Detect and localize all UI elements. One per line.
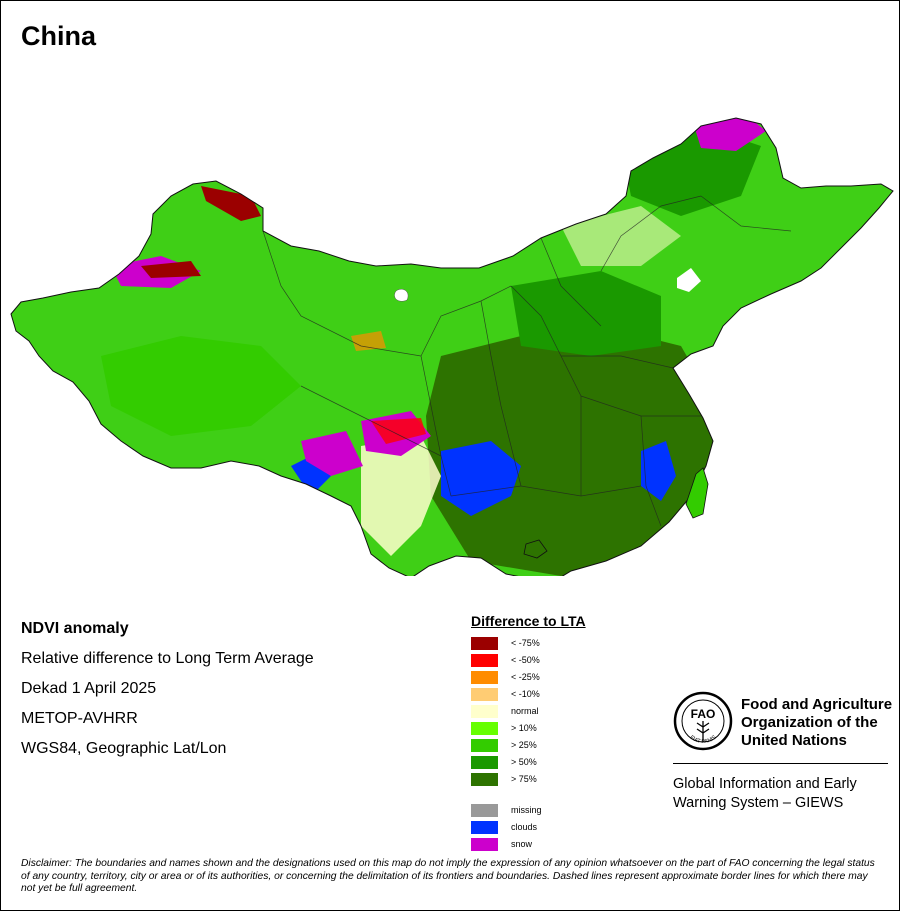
legend-label: > 25%	[511, 740, 537, 750]
legend-swatch	[471, 654, 498, 667]
legend-swatch	[471, 671, 498, 684]
disclaimer: Disclaimer: The boundaries and names sho…	[21, 858, 875, 894]
legend-swatch	[471, 722, 498, 735]
system-name-line: Warning System – GIEWS	[673, 795, 844, 811]
legend-label: > 75%	[511, 774, 537, 784]
legend-label: > 10%	[511, 723, 537, 733]
legend-label: clouds	[511, 822, 538, 832]
legend-swatch	[471, 821, 498, 834]
product-name: NDVI anomaly	[21, 620, 129, 637]
legend-title: Difference to LTA	[471, 613, 586, 629]
legend-item: clouds	[471, 819, 586, 836]
legend-item: > 10%	[471, 720, 586, 737]
organization-name-line: Organization of the	[741, 714, 878, 731]
legend-label: > 50%	[511, 757, 537, 767]
product-period: Dekad 1 April 2025	[21, 680, 157, 697]
legend-swatch	[471, 773, 498, 786]
legend-item: missing	[471, 802, 586, 819]
legend-item: normal	[471, 703, 586, 720]
legend-item: < -75%	[471, 635, 586, 652]
china-map	[10, 117, 894, 576]
legend-item: > 50%	[471, 754, 586, 771]
legend-swatch	[471, 804, 498, 817]
product-projection: WGS84, Geographic Lat/Lon	[21, 740, 227, 757]
product-sensor: METOP-AVHRR	[21, 710, 138, 727]
legend-classes: < -75% < -50% < -25% < -10% normal > 10%	[471, 635, 586, 788]
legend-swatch	[471, 739, 498, 752]
organization-name-line: Food and Agriculture	[741, 696, 893, 713]
legend-label: snow	[511, 839, 533, 849]
legend-item: < -25%	[471, 669, 586, 686]
map-info: NDVI anomaly Relative difference to Long…	[21, 619, 314, 769]
legend-label: < -25%	[511, 672, 540, 682]
legend-label: < -50%	[511, 655, 540, 665]
map-title: China	[21, 21, 97, 51]
system-name-line: Global Information and Early	[673, 776, 857, 792]
system-name: Global Information and Early Warning Sys…	[673, 775, 857, 813]
product-description: Relative difference to Long Term Average	[21, 650, 314, 667]
legend-swatch	[471, 688, 498, 701]
organization-name: Food and Agriculture Organization of the…	[741, 696, 892, 750]
legend-label: < -75%	[511, 638, 540, 648]
fao-logo-text: FAO	[691, 707, 716, 721]
hainan-island	[523, 539, 548, 559]
legend-label: < -10%	[511, 689, 540, 699]
map-area	[1, 56, 899, 576]
legend-swatch	[471, 637, 498, 650]
fao-logo-motto: FIAT PANIS	[688, 734, 717, 745]
legend-label: missing	[511, 805, 542, 815]
legend-swatch	[471, 705, 498, 718]
legend: Difference to LTA < -75% < -50% < -25% <…	[471, 613, 586, 853]
legend-item: > 75%	[471, 771, 586, 788]
legend-item: snow	[471, 836, 586, 853]
legend-swatch	[471, 756, 498, 769]
legend-item: < -50%	[471, 652, 586, 669]
legend-item: > 25%	[471, 737, 586, 754]
legend-gap	[471, 788, 586, 802]
china-territory	[10, 117, 894, 576]
divider	[673, 763, 888, 764]
legend-extra: missing clouds snow	[471, 802, 586, 853]
legend-swatch	[471, 838, 498, 851]
fao-logo-icon: FAO FIAT PANIS	[673, 691, 733, 751]
legend-item: < -10%	[471, 686, 586, 703]
taiwan-island	[685, 467, 709, 519]
organization-name-line: United Nations	[741, 732, 847, 749]
legend-label: normal	[511, 706, 539, 716]
